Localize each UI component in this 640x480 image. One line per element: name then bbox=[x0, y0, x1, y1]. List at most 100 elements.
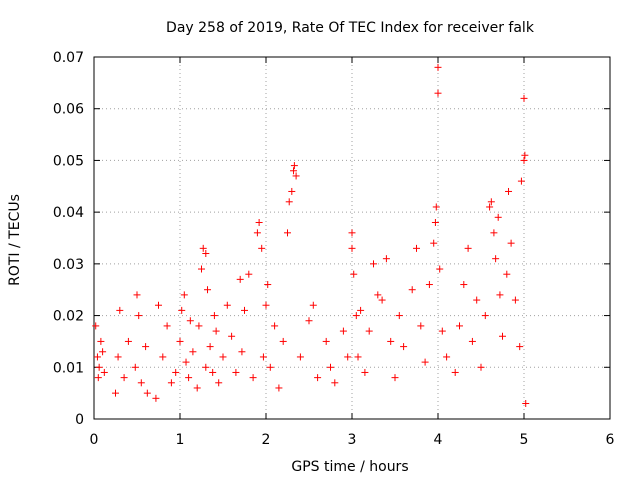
data-point bbox=[219, 353, 227, 361]
data-point bbox=[507, 239, 515, 247]
data-point bbox=[259, 353, 267, 361]
data-point bbox=[228, 332, 236, 340]
data-point bbox=[331, 379, 339, 387]
data-point bbox=[112, 389, 119, 397]
data-point bbox=[378, 296, 386, 304]
data-point bbox=[516, 343, 524, 351]
data-point bbox=[210, 312, 218, 320]
data-point bbox=[92, 322, 100, 330]
data-point bbox=[198, 265, 205, 273]
data-point bbox=[206, 343, 214, 351]
data-point bbox=[275, 384, 283, 392]
data-point bbox=[131, 363, 139, 371]
data-point bbox=[339, 327, 347, 335]
data-point bbox=[137, 379, 145, 387]
data-point bbox=[159, 353, 167, 361]
data-point bbox=[284, 229, 291, 237]
data-point bbox=[204, 286, 212, 294]
data-point bbox=[180, 291, 188, 299]
data-point bbox=[167, 379, 175, 387]
data-point bbox=[114, 353, 122, 361]
data-point bbox=[348, 244, 356, 252]
data-point bbox=[494, 213, 502, 221]
data-point bbox=[505, 187, 513, 195]
data-point bbox=[408, 286, 416, 294]
data-point bbox=[520, 156, 528, 164]
data-point bbox=[486, 203, 494, 211]
data-point bbox=[241, 306, 248, 314]
data-point bbox=[155, 301, 162, 309]
data-point bbox=[348, 229, 356, 237]
data-point bbox=[413, 244, 420, 252]
data-point bbox=[487, 198, 495, 206]
data-point bbox=[443, 353, 451, 361]
y-tick-label: 0 bbox=[75, 412, 84, 428]
data-point bbox=[209, 368, 217, 376]
data-point bbox=[262, 301, 270, 309]
data-point bbox=[322, 337, 330, 345]
data-point bbox=[522, 399, 530, 407]
y-tick-label: 0.03 bbox=[53, 257, 84, 273]
data-point bbox=[172, 368, 180, 376]
data-point bbox=[350, 270, 358, 278]
data-point bbox=[143, 389, 151, 397]
data-point bbox=[344, 353, 352, 361]
data-point bbox=[382, 255, 390, 263]
data-point bbox=[288, 187, 296, 195]
data-point bbox=[517, 177, 525, 185]
data-point bbox=[255, 218, 263, 226]
data-point bbox=[354, 353, 362, 361]
data-point bbox=[120, 374, 128, 382]
data-point bbox=[357, 306, 365, 314]
data-point bbox=[279, 337, 287, 345]
data-point bbox=[352, 312, 360, 320]
data-point bbox=[99, 348, 107, 356]
data-point bbox=[232, 368, 240, 376]
data-point bbox=[266, 363, 274, 371]
data-point bbox=[212, 327, 220, 335]
data-point bbox=[436, 265, 444, 273]
data-point bbox=[464, 244, 472, 252]
data-point bbox=[456, 322, 463, 330]
data-point bbox=[434, 63, 442, 71]
y-tick-label: 0.01 bbox=[53, 360, 84, 376]
data-point bbox=[124, 337, 132, 345]
data-point bbox=[223, 301, 231, 309]
data-point bbox=[199, 244, 207, 252]
data-point bbox=[202, 363, 210, 371]
x-tick-label: 2 bbox=[262, 432, 271, 448]
data-point bbox=[100, 368, 108, 376]
data-point bbox=[481, 312, 489, 320]
data-point bbox=[425, 281, 433, 289]
data-point bbox=[215, 379, 223, 387]
data-point bbox=[133, 291, 141, 299]
data-point bbox=[387, 337, 395, 345]
data-point bbox=[95, 363, 103, 371]
data-point bbox=[432, 203, 440, 211]
y-tick-label: 0.05 bbox=[53, 153, 84, 169]
data-point bbox=[492, 255, 500, 263]
data-point bbox=[253, 229, 261, 237]
data-point bbox=[152, 394, 160, 402]
data-point bbox=[186, 317, 194, 325]
data-point bbox=[195, 322, 203, 330]
data-point bbox=[417, 322, 425, 330]
data-point bbox=[305, 317, 313, 325]
data-point bbox=[245, 270, 253, 278]
data-point bbox=[374, 291, 382, 299]
data-point bbox=[93, 353, 101, 361]
data-point bbox=[309, 301, 317, 309]
data-point bbox=[521, 151, 529, 159]
data-point bbox=[176, 337, 184, 345]
data-point bbox=[327, 363, 334, 371]
data-point bbox=[264, 281, 272, 289]
data-point bbox=[370, 260, 377, 268]
y-tick-label: 0.06 bbox=[53, 102, 84, 118]
data-point bbox=[135, 312, 143, 320]
data-point bbox=[477, 363, 485, 371]
data-point bbox=[460, 281, 468, 289]
data-point bbox=[292, 172, 300, 180]
data-point bbox=[97, 337, 105, 345]
y-tick-label: 0.02 bbox=[53, 309, 84, 325]
